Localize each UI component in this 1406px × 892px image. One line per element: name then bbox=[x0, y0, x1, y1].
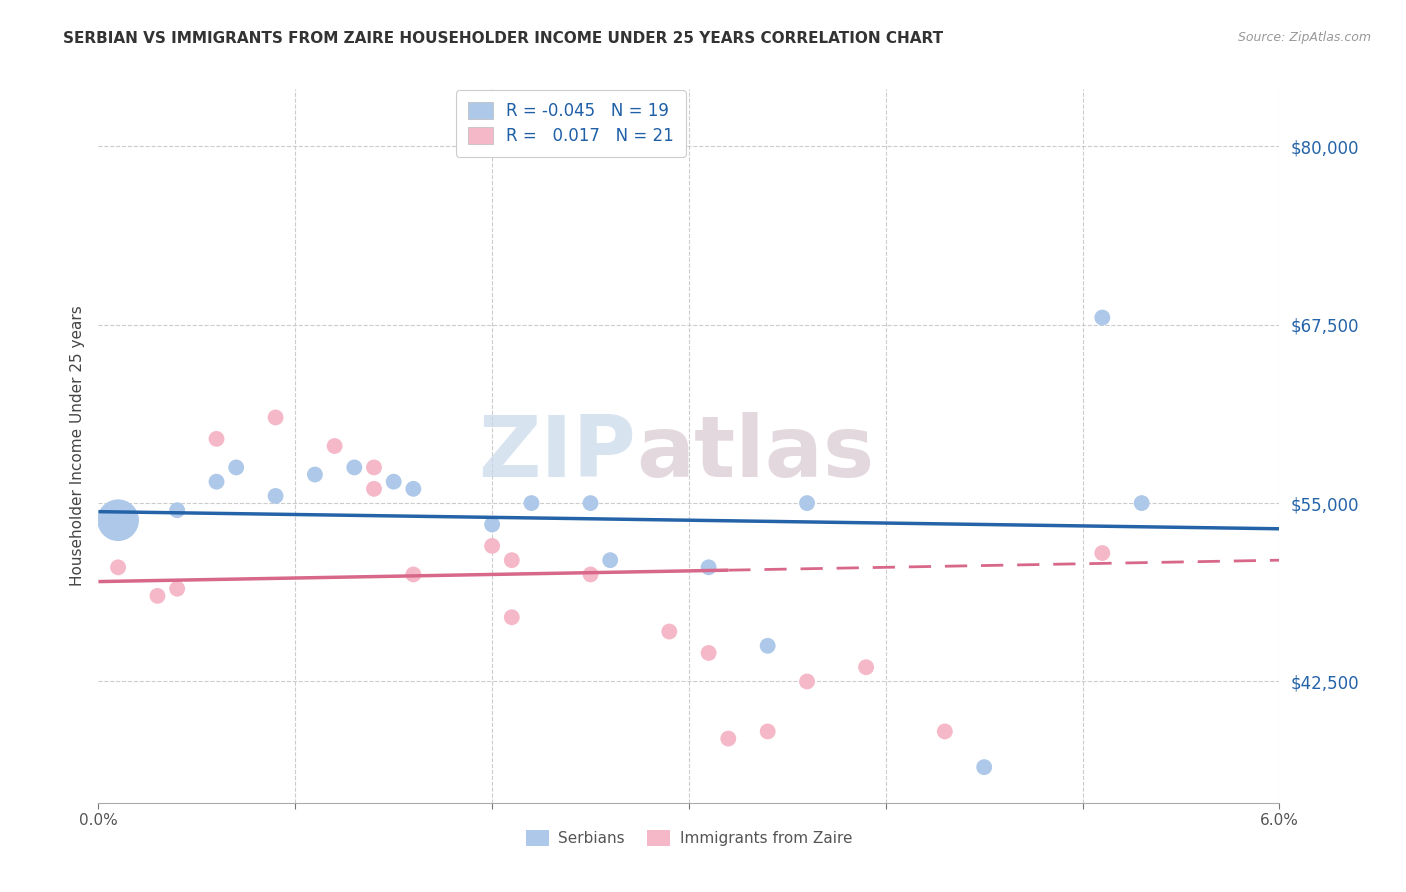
Point bbox=[481, 539, 503, 553]
Point bbox=[264, 489, 287, 503]
Point bbox=[501, 553, 523, 567]
Point bbox=[146, 589, 169, 603]
Point bbox=[796, 674, 818, 689]
Point bbox=[402, 567, 425, 582]
Point bbox=[1091, 310, 1114, 325]
Point bbox=[520, 496, 543, 510]
Point bbox=[599, 553, 621, 567]
Point bbox=[796, 496, 818, 510]
Point bbox=[481, 517, 503, 532]
Point bbox=[166, 503, 188, 517]
Point bbox=[323, 439, 346, 453]
Point bbox=[343, 460, 366, 475]
Point bbox=[658, 624, 681, 639]
Point bbox=[697, 646, 720, 660]
Y-axis label: Householder Income Under 25 years: Householder Income Under 25 years bbox=[69, 306, 84, 586]
Point bbox=[107, 513, 129, 527]
Point bbox=[579, 496, 602, 510]
Point bbox=[1130, 496, 1153, 510]
Point bbox=[579, 567, 602, 582]
Point bbox=[363, 482, 385, 496]
Text: Source: ZipAtlas.com: Source: ZipAtlas.com bbox=[1237, 31, 1371, 45]
Point bbox=[205, 475, 228, 489]
Point bbox=[304, 467, 326, 482]
Point bbox=[402, 482, 425, 496]
Text: atlas: atlas bbox=[636, 411, 875, 495]
Point bbox=[205, 432, 228, 446]
Point bbox=[264, 410, 287, 425]
Point bbox=[855, 660, 877, 674]
Point bbox=[225, 460, 247, 475]
Point bbox=[756, 724, 779, 739]
Point bbox=[363, 460, 385, 475]
Point bbox=[1091, 546, 1114, 560]
Point bbox=[382, 475, 405, 489]
Legend: Serbians, Immigrants from Zaire: Serbians, Immigrants from Zaire bbox=[520, 824, 858, 852]
Point bbox=[973, 760, 995, 774]
Text: ZIP: ZIP bbox=[478, 411, 636, 495]
Point bbox=[107, 560, 129, 574]
Point bbox=[166, 582, 188, 596]
Point bbox=[934, 724, 956, 739]
Point bbox=[717, 731, 740, 746]
Text: SERBIAN VS IMMIGRANTS FROM ZAIRE HOUSEHOLDER INCOME UNDER 25 YEARS CORRELATION C: SERBIAN VS IMMIGRANTS FROM ZAIRE HOUSEHO… bbox=[63, 31, 943, 46]
Point bbox=[756, 639, 779, 653]
Point bbox=[697, 560, 720, 574]
Point bbox=[501, 610, 523, 624]
